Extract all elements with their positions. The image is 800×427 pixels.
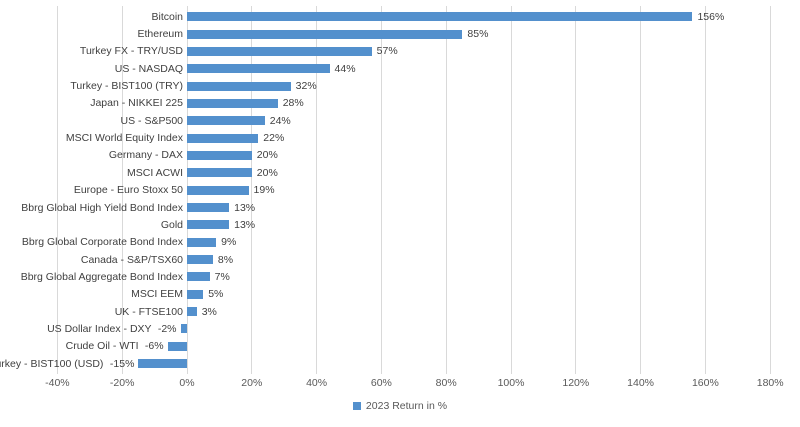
gridline: [575, 6, 577, 374]
category-label: MSCI World Equity Index: [65, 132, 183, 145]
category-label: Bbrg Global Aggregate Bond Index: [20, 270, 183, 283]
value-label: 19%: [253, 184, 275, 197]
category-label: Turkey - BIST100 (USD): [0, 357, 104, 370]
value-label: -15%: [109, 357, 135, 370]
gridline: [121, 6, 123, 374]
value-label: 20%: [256, 166, 278, 179]
x-axis-tick-label: 80%: [435, 377, 457, 389]
category-label: Ethereum: [137, 28, 183, 41]
value-label: 13%: [234, 218, 256, 231]
legend-label: 2023 Return in %: [365, 400, 448, 412]
value-label: 7%: [214, 270, 230, 283]
value-label: 85%: [467, 28, 489, 41]
category-label: Bbrg Global Corporate Bond Index: [21, 236, 183, 249]
value-bar: [187, 185, 249, 195]
value-label: 13%: [234, 201, 256, 214]
category-label: Canada - S&P/TSX60: [80, 253, 183, 266]
category-label: UK - FTSE100: [114, 305, 183, 318]
value-bar: [187, 289, 204, 299]
value-bar: [187, 64, 330, 74]
x-axis-tick-label: 160%: [691, 377, 719, 389]
gridline: [510, 6, 512, 374]
value-bar: [187, 237, 217, 247]
value-label: 9%: [221, 236, 237, 249]
value-bar: [187, 116, 265, 126]
gridline: [380, 6, 382, 374]
gridline: [251, 6, 253, 374]
category-label: US - S&P500: [120, 114, 183, 127]
x-axis-tick-label: 40%: [306, 377, 328, 389]
x-axis-tick-label: 0%: [179, 377, 195, 389]
value-bar: [167, 341, 187, 351]
gridline: [704, 6, 706, 374]
x-axis-tick-label: -20%: [109, 377, 135, 389]
x-axis-tick-label: 60%: [370, 377, 392, 389]
value-label: -2%: [157, 322, 177, 335]
value-label: 24%: [269, 114, 291, 127]
gridline: [640, 6, 642, 374]
category-label: Gold: [160, 218, 183, 231]
category-label: Turkey FX - TRY/USD: [79, 45, 183, 58]
value-bar: [187, 168, 252, 178]
value-bar: [187, 12, 693, 22]
value-label: 8%: [217, 253, 234, 266]
value-label: 156%: [697, 10, 725, 23]
value-label: 57%: [376, 45, 398, 58]
category-label: Bitcoin: [151, 10, 183, 23]
category-label: MSCI ACWI: [126, 166, 183, 179]
value-label: 28%: [282, 97, 304, 110]
category-label: Bbrg Global High Yield Bond Index: [21, 201, 183, 214]
value-label: -6%: [144, 340, 164, 353]
value-bar: [187, 203, 230, 213]
value-label: 20%: [256, 149, 278, 162]
value-label: 32%: [295, 80, 317, 93]
value-bar: [187, 272, 210, 282]
value-bar: [187, 98, 278, 108]
x-axis-tick-label: -40%: [45, 377, 70, 389]
category-label: Crude Oil - WTI: [65, 340, 139, 353]
gridline: [445, 6, 447, 374]
x-axis-tick-label: 120%: [562, 377, 590, 389]
value-bar: [187, 307, 197, 317]
x-axis-tick-label: 100%: [497, 377, 525, 389]
value-bar: [187, 46, 372, 56]
value-bar: [187, 150, 252, 160]
gridline: [769, 6, 771, 374]
legend-marker-icon: [352, 402, 361, 410]
value-label: 44%: [334, 62, 356, 75]
value-bar: [187, 29, 463, 39]
value-bar: [187, 255, 213, 265]
x-axis-tick-label: 180%: [756, 377, 784, 389]
category-label: MSCI EEM: [131, 288, 183, 301]
gridline: [316, 6, 318, 374]
category-label: US - NASDAQ: [114, 62, 183, 75]
category-label: Japan - NIKKEI 225: [90, 97, 183, 110]
value-label: 5%: [208, 288, 224, 301]
category-label: Germany - DAX: [108, 149, 183, 162]
x-axis-tick-label: 140%: [627, 377, 655, 389]
value-bar: [187, 133, 259, 143]
x-axis-tick-label: 20%: [241, 377, 263, 389]
category-label: US Dollar Index - DXY: [47, 322, 152, 335]
value-bar: [187, 81, 291, 91]
value-bar: [180, 324, 187, 334]
value-bar: [138, 359, 187, 369]
value-label: 3%: [201, 305, 217, 318]
legend: 2023 Return in %: [0, 400, 800, 412]
gridline: [56, 6, 58, 374]
category-label: Turkey - BIST100 (TRY): [70, 80, 183, 93]
value-bar: [187, 220, 230, 230]
category-label: Europe - Euro Stoxx 50: [73, 184, 183, 197]
value-label: 22%: [263, 132, 285, 145]
